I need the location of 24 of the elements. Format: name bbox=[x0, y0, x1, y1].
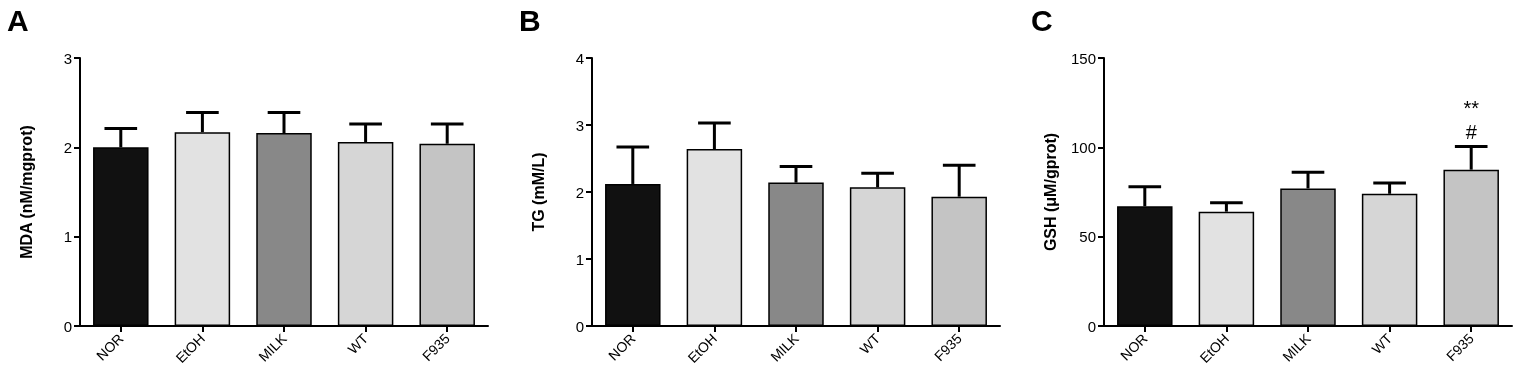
x-tick-label: WT bbox=[856, 330, 884, 358]
y-tick-label: 0 bbox=[575, 317, 584, 335]
chart-title: C bbox=[1031, 3, 1053, 37]
y-tick-label: 1 bbox=[575, 250, 584, 268]
y-tick-label: 2 bbox=[575, 183, 584, 201]
y-axis-title: TG (mM/L) bbox=[529, 152, 547, 232]
x-tick-label: WT bbox=[1368, 330, 1396, 358]
y-axis-title: GSH (μM/gprot) bbox=[1041, 132, 1059, 252]
annotation: ** bbox=[1463, 97, 1480, 120]
x-tick-label: WT bbox=[344, 330, 372, 358]
y-tick-label: 2 bbox=[63, 138, 72, 156]
y-tick-label: 0 bbox=[1087, 317, 1096, 335]
y-tick-label: 3 bbox=[575, 116, 584, 134]
chart-title: A bbox=[7, 3, 29, 37]
y-tick-label: 1 bbox=[63, 228, 72, 246]
y-tick-label: 100 bbox=[1070, 138, 1096, 156]
chart-title: B bbox=[519, 3, 541, 37]
y-tick-label: 0 bbox=[63, 317, 72, 335]
y-axis-title: MDA (nM/mgprot) bbox=[17, 125, 35, 259]
y-tick-label: 3 bbox=[63, 49, 72, 67]
y-tick-label: 4 bbox=[575, 49, 584, 67]
y-tick-label: 50 bbox=[1079, 228, 1096, 246]
annotation: # bbox=[1465, 121, 1478, 144]
y-tick-label: 150 bbox=[1070, 49, 1096, 67]
